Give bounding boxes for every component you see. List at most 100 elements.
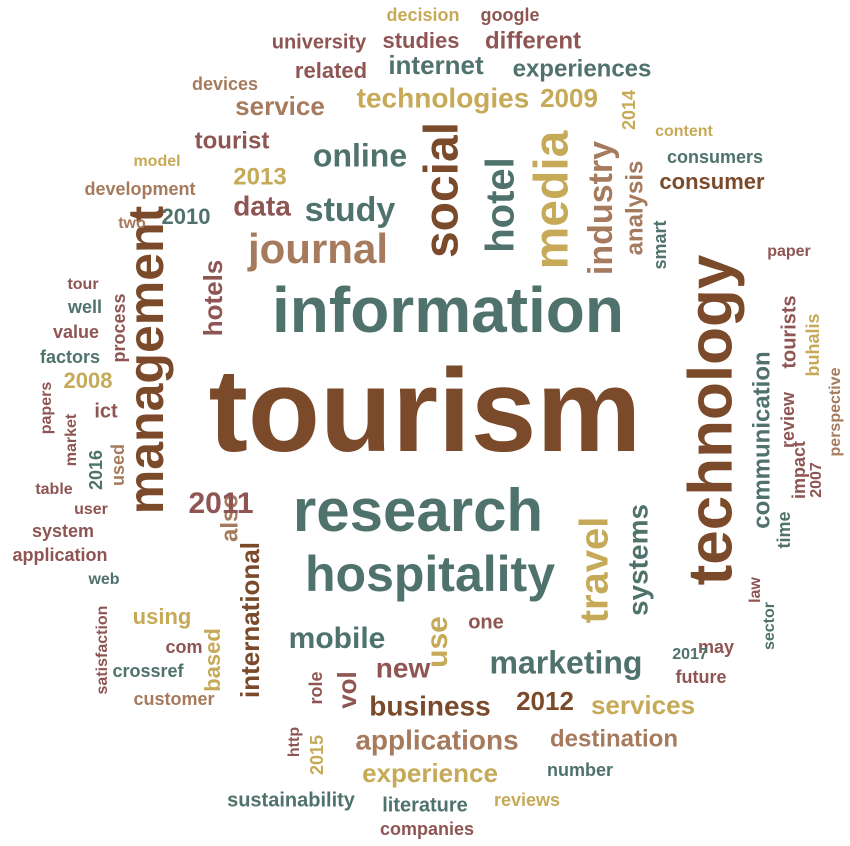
word-http: http [286, 727, 303, 757]
word-2015: 2015 [307, 735, 327, 775]
word-service: service [235, 91, 325, 121]
word-2008: 2008 [64, 368, 113, 393]
word-business: business [369, 690, 490, 721]
word-smart: smart [650, 220, 670, 269]
word-tourist: tourist [195, 127, 270, 154]
word-using: using [133, 604, 192, 629]
word-time: time [774, 511, 794, 548]
word-tourists: tourists [778, 295, 800, 368]
word-2007: 2007 [808, 462, 825, 498]
word-future: future [676, 667, 727, 687]
word-one: one [468, 611, 504, 633]
word-social: social [416, 122, 469, 258]
word-web: web [87, 571, 119, 588]
word-tour: tour [67, 276, 98, 293]
word-systems: systems [622, 504, 653, 616]
word-content: content [655, 123, 713, 140]
word-2017: 2017 [672, 646, 708, 663]
word-services: services [591, 690, 695, 720]
word-papers: papers [38, 382, 55, 435]
word-role: role [306, 671, 326, 704]
word-2009: 2009 [540, 83, 598, 113]
word-technologies: technologies [357, 82, 530, 113]
word-literature: literature [382, 794, 468, 816]
word-travel: travel [573, 517, 617, 624]
word-also: also [216, 494, 243, 542]
word-new: new [376, 652, 431, 683]
word-management: management [118, 205, 174, 514]
word-model: model [133, 153, 180, 170]
word-mobile: mobile [289, 622, 386, 655]
word-com: com [165, 637, 202, 657]
word-journal: journal [247, 225, 388, 272]
word-customer: customer [133, 689, 214, 709]
word-marketing: marketing [490, 644, 643, 680]
word-development: development [84, 179, 195, 199]
word-consumers: consumers [667, 147, 763, 167]
word-system: system [32, 521, 94, 541]
word-google: google [481, 5, 540, 25]
word-crossref: crossref [112, 661, 184, 681]
word-media: media [526, 130, 579, 269]
word-2011: 2011 [188, 487, 253, 520]
word-well: well [67, 297, 102, 317]
word-user: user [74, 501, 108, 518]
word-factors: factors [40, 347, 100, 367]
word-research: research [293, 477, 543, 544]
word-international: international [235, 542, 265, 698]
word-technology: technology [676, 254, 745, 585]
word-information: information [272, 274, 624, 346]
word-communication: communication [748, 351, 775, 528]
word-buhalis: buhalis [803, 313, 823, 376]
word-used: used [108, 444, 128, 486]
word-decision: decision [386, 5, 459, 25]
word-paper: paper [767, 243, 811, 260]
word-hotels: hotels [198, 260, 228, 337]
word-number: number [547, 760, 613, 780]
word-2010: 2010 [162, 204, 211, 229]
word-application: application [12, 545, 107, 565]
word-reviews: reviews [494, 790, 560, 810]
word-online: online [313, 137, 407, 173]
word-sustainability: sustainability [227, 789, 356, 811]
word-study: study [305, 191, 396, 229]
word-review: review [778, 391, 798, 448]
word-hotel: hotel [479, 157, 523, 253]
word-process: process [109, 293, 129, 362]
word-market: market [63, 413, 80, 466]
word-2012: 2012 [516, 686, 574, 716]
word-use: use [421, 616, 454, 668]
word-destination: destination [550, 725, 678, 752]
word-experiences: experiences [513, 55, 652, 82]
word-table: table [35, 481, 72, 498]
word-tourism: tourism [209, 345, 642, 477]
word-related: related [295, 58, 367, 83]
word-impact: impact [789, 441, 809, 499]
word-sector: sector [761, 602, 778, 650]
word-data: data [233, 190, 291, 221]
word-ict: ict [94, 400, 118, 422]
word-studies: studies [382, 28, 459, 53]
word-internet: internet [388, 50, 484, 80]
word-satisfaction: satisfaction [94, 606, 111, 695]
word-companies: companies [380, 819, 474, 839]
word-experience: experience [362, 758, 498, 788]
word-two: two [118, 215, 146, 232]
word-different: different [485, 27, 581, 54]
word-perspective: perspective [827, 367, 844, 456]
word-hospitality: hospitality [305, 546, 555, 602]
word-consumer: consumer [659, 169, 765, 194]
word-devices: devices [192, 74, 258, 94]
word-value: value [53, 322, 99, 342]
word-2014: 2014 [619, 90, 639, 130]
word-law: law [747, 577, 764, 603]
word-2013: 2013 [233, 163, 286, 190]
word-university: university [272, 31, 367, 53]
word-analysis: analysis [621, 161, 648, 256]
word-industry: industry [582, 141, 620, 275]
word-applications: applications [355, 724, 518, 755]
word-may: may [698, 637, 734, 657]
word-vol: vol [332, 671, 362, 709]
